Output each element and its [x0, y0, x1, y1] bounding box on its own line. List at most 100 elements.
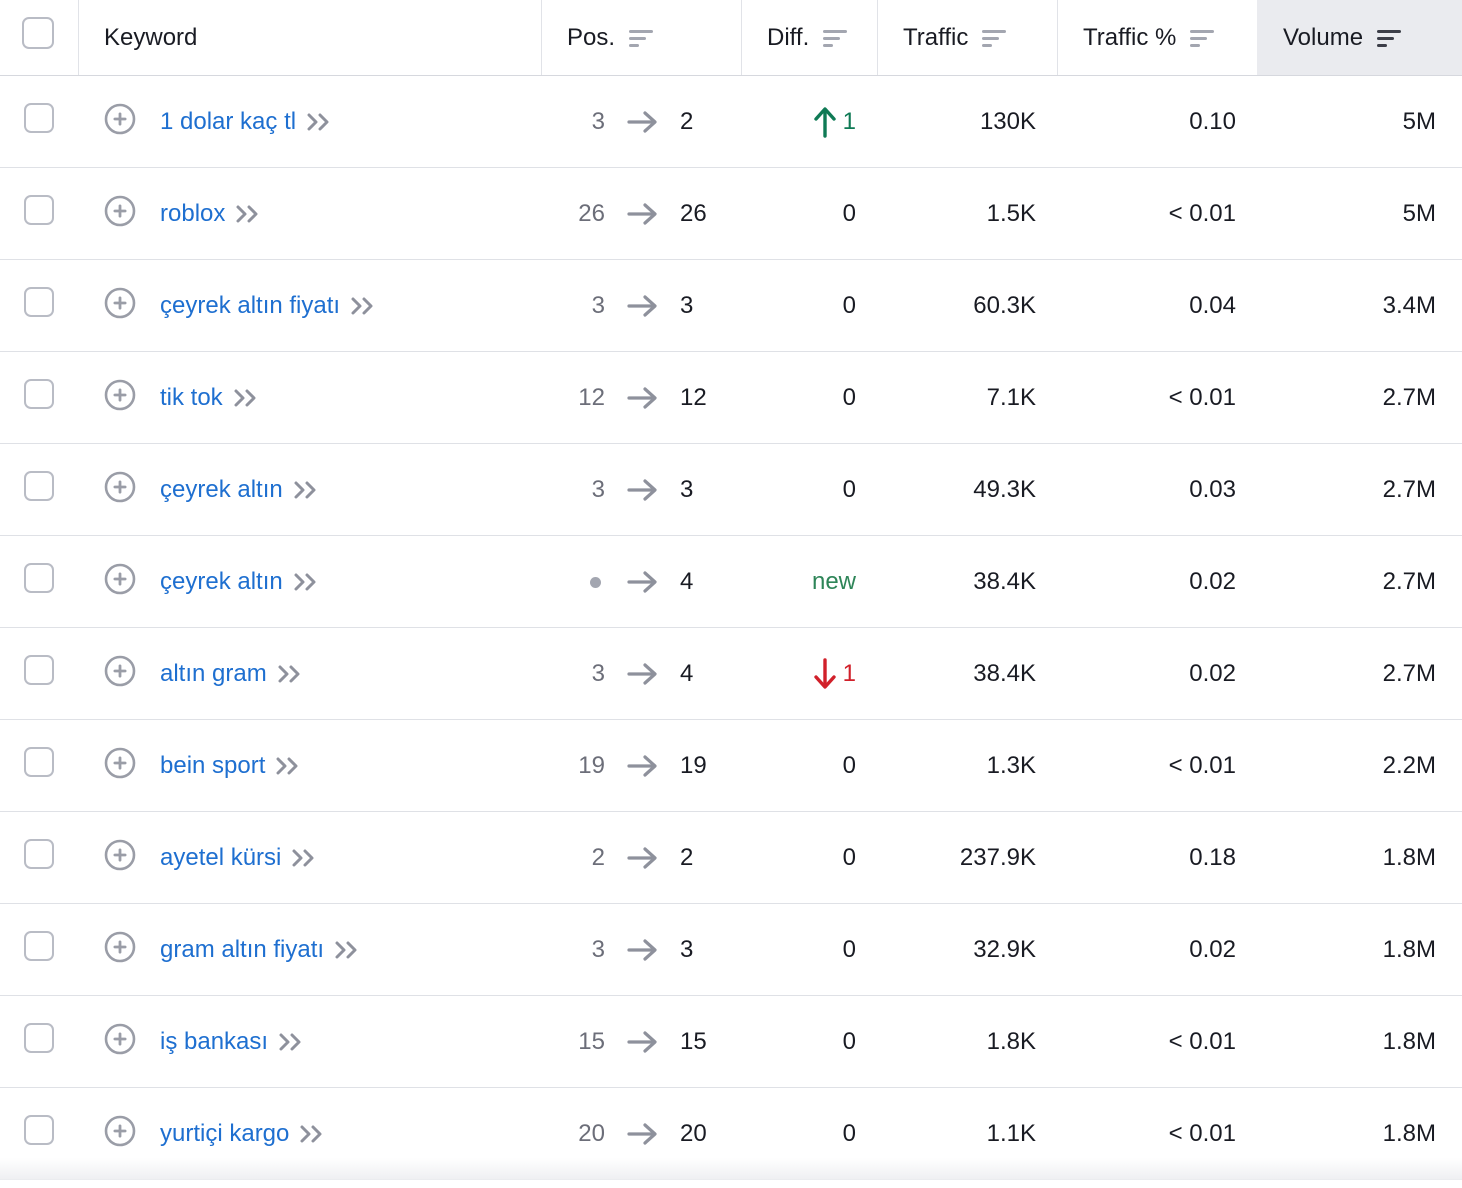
position-difference: 0	[843, 904, 856, 996]
traffic-value: 49.3K	[973, 476, 1036, 503]
select-all-checkbox[interactable]	[22, 17, 54, 49]
column-header-volume[interactable]: Volume	[1257, 0, 1462, 75]
traffic-percent-value: 0.02	[1189, 660, 1236, 687]
plus-circle-icon[interactable]	[104, 747, 136, 779]
position-previous: 20	[578, 1120, 605, 1147]
keyword-cell: roblox	[160, 168, 261, 260]
plus-circle-icon[interactable]	[104, 379, 136, 411]
double-chevron-right-icon[interactable]	[291, 847, 317, 869]
plus-circle-icon[interactable]	[104, 563, 136, 595]
volume-value: 3.4M	[1382, 292, 1436, 319]
plus-circle-icon[interactable]	[104, 1115, 136, 1147]
position-difference: 0	[843, 168, 856, 260]
row-checkbox[interactable]	[24, 655, 54, 685]
column-header-traffic[interactable]: Traffic	[903, 0, 1007, 75]
difference-value: 0	[842, 752, 856, 779]
position-current: 2	[680, 108, 694, 135]
keyword-link[interactable]: roblox	[160, 200, 226, 227]
volume-value: 2.7M	[1382, 384, 1436, 411]
plus-circle-icon[interactable]	[104, 655, 136, 687]
volume-value: 5M	[1402, 200, 1436, 227]
plus-circle-icon[interactable]	[104, 931, 136, 963]
keyword-cell: çeyrek altın	[160, 536, 319, 628]
difference-value: 0	[842, 844, 856, 871]
arrow-right-icon	[627, 476, 659, 504]
table-header: Keyword Pos. Diff. Traffic Traffic % Vol…	[0, 0, 1462, 76]
keyword-link[interactable]: ayetel kürsi	[160, 844, 282, 871]
plus-circle-icon[interactable]	[104, 287, 136, 319]
double-chevron-right-icon[interactable]	[299, 1123, 325, 1145]
row-checkbox[interactable]	[24, 563, 54, 593]
keyword-link[interactable]: çeyrek altın	[160, 568, 283, 595]
arrow-right-icon	[627, 108, 659, 136]
double-chevron-right-icon[interactable]	[350, 295, 376, 317]
row-checkbox[interactable]	[24, 747, 54, 777]
double-chevron-right-icon[interactable]	[275, 755, 301, 777]
keyword-link[interactable]: bein sport	[160, 752, 266, 779]
plus-circle-icon[interactable]	[104, 1023, 136, 1055]
row-checkbox[interactable]	[24, 103, 54, 133]
keyword-link[interactable]: gram altın fiyatı	[160, 936, 325, 963]
plus-circle-icon[interactable]	[104, 195, 136, 227]
traffic-percent-value: 0.04	[1189, 292, 1236, 319]
row-checkbox[interactable]	[24, 287, 54, 317]
keyword-link[interactable]: çeyrek altın fiyatı	[160, 292, 341, 319]
double-chevron-right-icon[interactable]	[235, 203, 261, 225]
difference-value: 0	[842, 292, 856, 319]
sort-icon	[982, 29, 1007, 47]
row-checkbox[interactable]	[24, 1115, 54, 1145]
position-previous: 15	[578, 1028, 605, 1055]
keyword-link[interactable]: yurtiçi kargo	[160, 1120, 290, 1147]
position-difference: 0	[843, 260, 856, 352]
row-checkbox[interactable]	[24, 471, 54, 501]
row-checkbox[interactable]	[24, 1023, 54, 1053]
double-chevron-right-icon[interactable]	[293, 479, 319, 501]
keyword-cell: bein sport	[160, 720, 301, 812]
no-position-dot-icon	[590, 576, 601, 588]
column-header-traffic-label: Traffic	[903, 23, 969, 51]
position-previous: 3	[591, 476, 605, 503]
keyword-link[interactable]: iş bankası	[160, 1028, 269, 1055]
scroll-fade	[0, 1158, 1462, 1180]
position-difference: 1	[813, 628, 856, 720]
double-chevron-right-icon[interactable]	[278, 1031, 304, 1053]
double-chevron-right-icon[interactable]	[293, 571, 319, 593]
row-checkbox[interactable]	[24, 195, 54, 225]
position-difference: 0	[843, 812, 856, 904]
row-checkbox[interactable]	[24, 839, 54, 869]
position-current: 15	[680, 1028, 707, 1055]
difference-value: 1	[842, 108, 856, 135]
double-chevron-right-icon[interactable]	[306, 111, 332, 133]
plus-circle-icon[interactable]	[104, 839, 136, 871]
keyword-link[interactable]: 1 dolar kaç tl	[160, 108, 297, 135]
position-difference: 0	[843, 1088, 856, 1180]
position-difference: 1	[813, 76, 856, 168]
traffic-percent-value: < 0.01	[1168, 752, 1236, 779]
keyword-link[interactable]: altın gram	[160, 660, 267, 687]
column-header-keyword-label: Keyword	[104, 23, 198, 51]
plus-circle-icon[interactable]	[104, 103, 136, 135]
position-previous-cell: 3	[560, 628, 605, 720]
column-header-pos[interactable]: Pos.	[567, 0, 654, 75]
keyword-cell: 1 dolar kaç tl	[160, 76, 332, 168]
position-previous: 3	[591, 660, 605, 687]
column-header-diff[interactable]: Diff.	[767, 0, 848, 75]
row-checkbox[interactable]	[24, 931, 54, 961]
position-current: 20	[680, 1120, 707, 1147]
keyword-link[interactable]: tik tok	[160, 384, 223, 411]
difference-value: 0	[842, 384, 856, 411]
column-header-keyword[interactable]: Keyword	[104, 0, 197, 75]
difference-value: 0	[842, 1028, 856, 1055]
double-chevron-right-icon[interactable]	[233, 387, 259, 409]
table-row: çeyrek altın fiyatı 3 3 0 60.3K 0.04 3.4M	[0, 260, 1462, 352]
column-header-traffic-pct[interactable]: Traffic %	[1083, 0, 1215, 75]
traffic-value: 237.9K	[959, 844, 1036, 871]
position-difference: 0	[843, 996, 856, 1088]
double-chevron-right-icon[interactable]	[334, 939, 360, 961]
plus-circle-icon[interactable]	[104, 471, 136, 503]
sort-icon	[823, 29, 848, 47]
traffic-value: 32.9K	[973, 936, 1036, 963]
row-checkbox[interactable]	[24, 379, 54, 409]
keyword-link[interactable]: çeyrek altın	[160, 476, 283, 503]
double-chevron-right-icon[interactable]	[277, 663, 303, 685]
